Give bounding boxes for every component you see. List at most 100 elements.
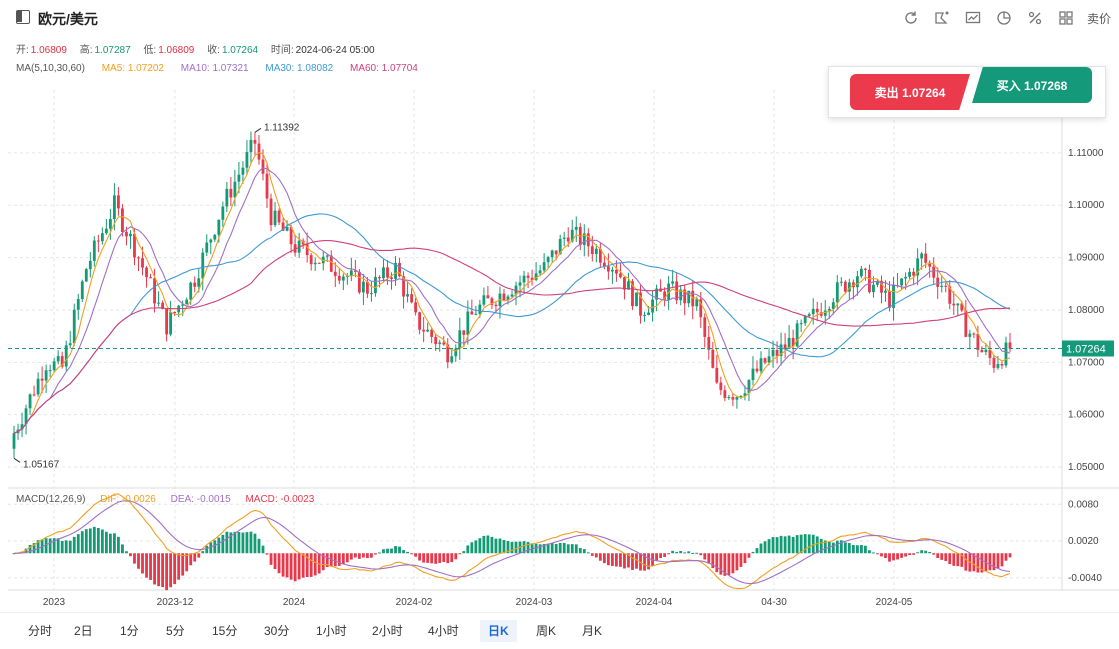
- macd-bar: [639, 553, 642, 571]
- macd-bar: [478, 538, 482, 554]
- macd-bar: [193, 553, 197, 562]
- macd-bar: [566, 544, 570, 554]
- percent-icon[interactable]: [1026, 9, 1044, 27]
- period-6[interactable]: 1小时: [316, 624, 347, 638]
- macd-bar: [735, 553, 739, 571]
- candle-body: [430, 329, 434, 337]
- x-tick-label: 2023: [43, 597, 66, 608]
- close-label: 收:: [207, 45, 220, 56]
- macd-bar: [145, 553, 148, 578]
- macd-bar: [940, 553, 944, 560]
- macd-bar: [1008, 553, 1012, 558]
- candle-body: [357, 271, 361, 293]
- period-1[interactable]: 2日: [74, 624, 93, 638]
- candlestick-chart[interactable]: 1.11000 1.10000 1.09000 1.08000 1.07000 1.060…: [0, 70, 1119, 610]
- layout-icon[interactable]: [1057, 9, 1075, 27]
- candle-body: [787, 337, 791, 349]
- candle-body: [349, 270, 353, 277]
- candle-body: [44, 370, 48, 381]
- candle-body: [530, 277, 534, 280]
- pie-chart-icon[interactable]: [995, 9, 1013, 27]
- candle-body: [390, 277, 393, 279]
- macd-bar: [731, 553, 735, 574]
- macd-bar: [888, 553, 891, 562]
- candle-body: [386, 267, 389, 278]
- macd-bar: [831, 542, 835, 554]
- candle-body: [40, 378, 44, 381]
- macd-bar: [711, 553, 715, 569]
- macd-bar: [161, 553, 165, 588]
- trade-panel: 卖出 1.07264 买入 1.07268: [828, 66, 1106, 118]
- period-3[interactable]: 5分: [166, 624, 185, 638]
- candle-body: [735, 397, 739, 400]
- period-8[interactable]: 4小时: [428, 624, 459, 638]
- candle-body: [374, 276, 377, 294]
- period-4[interactable]: 15分: [212, 624, 238, 638]
- candle-body: [771, 349, 775, 357]
- macd-bar: [892, 553, 895, 561]
- macd-bar: [153, 553, 156, 585]
- x-tick-label: 2024-05: [876, 597, 913, 608]
- candle-body: [434, 336, 438, 345]
- candle-body: [984, 349, 988, 353]
- period-9[interactable]: 日K: [480, 620, 517, 642]
- candle-body: [129, 233, 132, 237]
- macd-bar: [370, 553, 373, 558]
- period-10[interactable]: 周K: [536, 624, 557, 638]
- candle-body: [402, 276, 405, 297]
- macd-bar: [450, 553, 454, 563]
- candle-body: [767, 356, 771, 363]
- macd-bar: [402, 550, 405, 554]
- period-11[interactable]: 月K: [582, 624, 603, 638]
- macd-bar: [835, 540, 839, 554]
- period-0[interactable]: 分时: [28, 624, 53, 638]
- macd-bar: [36, 540, 40, 554]
- draw-icon[interactable]: [933, 9, 951, 27]
- candle-body: [948, 286, 952, 304]
- macd-bar: [779, 535, 783, 554]
- macd-bar: [76, 534, 80, 554]
- macd-bar: [173, 553, 177, 585]
- candle-body: [353, 270, 357, 272]
- candle-body: [341, 276, 345, 281]
- y-tick-label: 1.06000: [1068, 410, 1105, 421]
- period-2[interactable]: 1分: [120, 624, 139, 638]
- candle-body: [88, 260, 92, 270]
- macd-bar: [839, 540, 843, 554]
- candle-body: [161, 302, 165, 309]
- candle-body: [976, 333, 980, 350]
- candle-body: [803, 316, 807, 324]
- candle-body: [366, 281, 369, 294]
- indicator-icon[interactable]: [964, 9, 982, 27]
- macd-bar: [32, 543, 36, 554]
- dif-value: DIF: -0.0026: [100, 494, 156, 505]
- price-type-toggle[interactable]: 卖价: [1086, 11, 1111, 26]
- sell-button[interactable]: 卖出 1.07264: [850, 74, 970, 110]
- macd-bar: [225, 531, 229, 554]
- candle-body: [446, 344, 450, 363]
- buy-button[interactable]: 买入 1.07268: [972, 67, 1092, 103]
- candle-body: [815, 308, 819, 313]
- candle-body: [823, 310, 827, 316]
- candle-body: [550, 250, 554, 258]
- macd-bar: [743, 553, 747, 564]
- macd-bar: [510, 541, 514, 554]
- ma30-value: MA30: 1.08082: [265, 63, 334, 74]
- macd-bar: [418, 553, 422, 561]
- period-7[interactable]: 2小时: [372, 624, 403, 638]
- panel-toggle-icon[interactable]: [16, 10, 30, 24]
- dea-line: [13, 500, 1011, 585]
- candle-body: [839, 281, 843, 283]
- candle-body: [84, 269, 88, 282]
- candle-body: [570, 229, 574, 242]
- refresh-icon[interactable]: [902, 9, 920, 27]
- macd-bar: [273, 553, 277, 570]
- period-5[interactable]: 30分: [264, 624, 290, 638]
- candle-body: [651, 299, 654, 313]
- candle-body: [936, 277, 940, 287]
- candle-body: [835, 282, 839, 303]
- macd-bar: [241, 532, 245, 554]
- candle-body: [273, 210, 277, 226]
- macd-bar: [550, 543, 554, 554]
- candle-body: [378, 276, 381, 279]
